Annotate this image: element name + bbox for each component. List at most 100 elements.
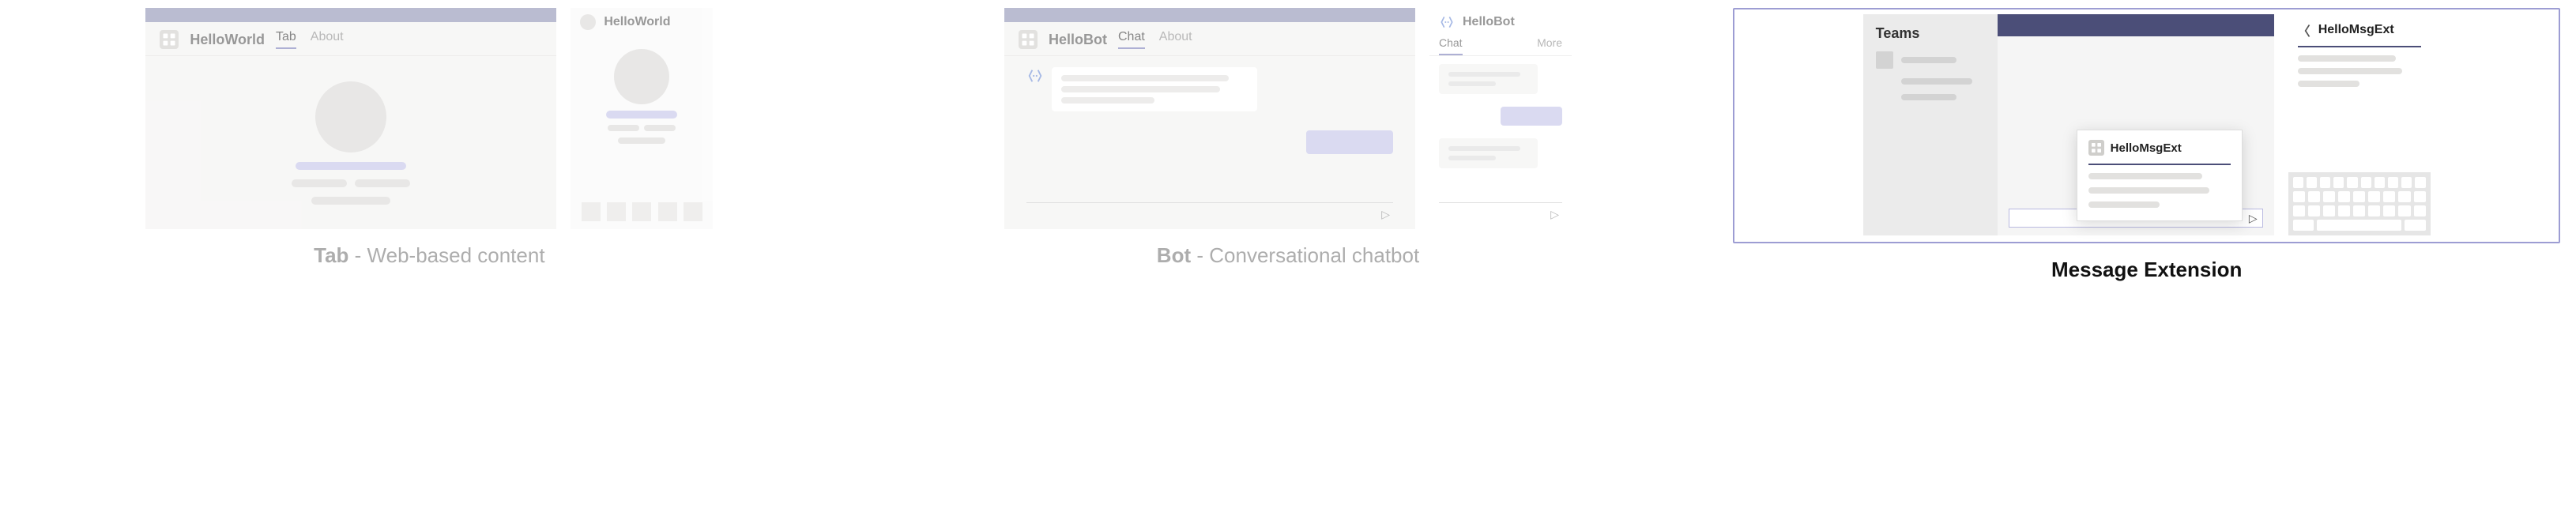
nav-item[interactable] <box>658 202 677 221</box>
card-underline <box>2088 164 2231 165</box>
app-icon <box>2088 140 2104 156</box>
bot-mobile-mock: HelloBot Chat More ▷ <box>1429 8 1572 229</box>
skeleton-line <box>311 197 390 205</box>
app-header: HelloBot Chat About <box>1004 22 1415 56</box>
skeleton-line <box>1448 72 1520 77</box>
caption-sep: - <box>1196 243 1209 267</box>
user-message <box>1306 130 1393 154</box>
card-header: HelloMsgExt <box>2088 140 2231 156</box>
channel-titlebar <box>1998 14 2274 36</box>
tab-list: Tab About <box>276 30 344 49</box>
compose-bar[interactable]: ▷ <box>1439 202 1562 221</box>
skeleton-line <box>618 137 665 144</box>
panel-bot-mocks: HelloBot Chat About <box>875 8 1702 229</box>
window-titlebar <box>145 8 556 22</box>
mobile-title: HelloBot <box>1463 15 1515 29</box>
mobile-keyboard[interactable] <box>2288 172 2431 235</box>
app-icon <box>1019 30 1038 49</box>
bot-message <box>1439 138 1538 168</box>
bot-avatar-icon <box>1026 67 1044 85</box>
mobile-header: 〈 HelloMsgExt <box>2288 14 2431 46</box>
send-icon[interactable]: ▷ <box>1381 208 1390 221</box>
back-icon[interactable]: 〈 <box>2298 21 2310 40</box>
grid-icon <box>161 32 177 47</box>
caption-rest: Conversational chatbot <box>1209 243 1419 267</box>
msgext-mobile-mock: 〈 HelloMsgExt <box>2288 14 2431 235</box>
skeleton-line <box>296 162 406 170</box>
panel-caption: Bot - Conversational chatbot <box>1157 243 1419 268</box>
tab-about[interactable]: About <box>311 30 344 49</box>
skeleton-row <box>292 179 410 187</box>
tab-about[interactable]: About <box>1159 30 1192 49</box>
team-icon <box>1876 51 1893 69</box>
grid-icon <box>2090 141 2103 154</box>
app-header: HelloWorld Tab About <box>145 22 556 56</box>
tab-chat[interactable]: Chat <box>1118 30 1145 49</box>
tab-chat[interactable]: Chat <box>1439 36 1463 55</box>
skeleton-line <box>1901 78 1972 85</box>
app-name: HelloBot <box>1049 32 1107 48</box>
skeleton-line <box>1061 75 1229 81</box>
tab-list: Chat About <box>1118 30 1192 49</box>
sidebar-item[interactable] <box>1876 51 1985 69</box>
skeleton-line <box>2088 201 2160 208</box>
skeleton-line <box>2298 55 2397 62</box>
app-icon <box>160 30 179 49</box>
card-title: HelloMsgExt <box>2111 141 2182 155</box>
bot-message <box>1439 64 1538 94</box>
panel-tab: HelloWorld Tab About HelloWorld <box>16 8 843 268</box>
caption-strong: Bot <box>1157 243 1191 267</box>
panel-caption: Message Extension <box>2051 258 2242 282</box>
nav-item[interactable] <box>582 202 601 221</box>
sidebar-title: Teams <box>1876 25 1985 42</box>
mobile-chat-body: ▷ <box>1429 56 1572 229</box>
nav-item[interactable] <box>684 202 702 221</box>
window-titlebar <box>1004 8 1415 22</box>
compose-bar[interactable]: ▷ <box>1026 202 1393 221</box>
caption-strong: Tab <box>314 243 348 267</box>
chat-body: ▷ <box>1004 56 1415 229</box>
avatar-placeholder <box>315 81 386 152</box>
skeleton-line <box>1448 81 1496 86</box>
panel-msgext-mocks: Teams ▷ HelloMsg <box>1733 8 2560 243</box>
bottom-nav <box>580 202 703 221</box>
avatar-placeholder <box>614 49 669 104</box>
nav-item[interactable] <box>632 202 651 221</box>
tab-desktop-mock: HelloWorld Tab About <box>145 8 556 229</box>
send-icon[interactable]: ▷ <box>1550 208 1559 221</box>
skeleton-line <box>1901 94 1956 100</box>
panel-bot: HelloBot Chat About <box>875 8 1702 268</box>
skeleton-line <box>355 179 410 187</box>
skeleton-line <box>2298 81 2359 87</box>
panel-tab-mocks: HelloWorld Tab About HelloWorld <box>16 8 843 229</box>
skeleton-line <box>292 179 347 187</box>
mobile-title: HelloWorld <box>604 15 670 29</box>
skeleton-line <box>1061 86 1220 92</box>
tab-more[interactable]: More <box>1537 36 1562 55</box>
tab-tab[interactable]: Tab <box>276 30 296 49</box>
avatar-icon <box>580 14 596 30</box>
skeleton-line <box>2298 68 2403 74</box>
skeleton-line <box>608 125 639 131</box>
user-message-row <box>1026 130 1393 154</box>
mobile-body <box>2288 47 2431 172</box>
skeleton-line <box>1061 97 1154 104</box>
skeleton-line <box>1448 156 1496 160</box>
nav-item[interactable] <box>607 202 626 221</box>
bot-avatar-icon <box>1439 14 1455 30</box>
skeleton-line <box>2088 173 2202 179</box>
msgext-desktop-mock: Teams ▷ HelloMsg <box>1863 14 2274 235</box>
mobile-header: HelloBot <box>1429 8 1572 36</box>
app-name: HelloWorld <box>190 32 265 48</box>
panel-message-extension: Teams ▷ HelloMsg <box>1733 8 2560 282</box>
panel-caption: Tab - Web-based content <box>314 243 544 268</box>
skeleton-line <box>606 111 677 119</box>
send-icon[interactable]: ▷ <box>2249 212 2258 225</box>
skeleton-row <box>608 125 676 131</box>
mobile-body <box>571 36 713 229</box>
teams-sidebar: Teams <box>1863 14 1998 235</box>
grid-icon <box>1020 32 1036 47</box>
skeleton-line <box>1901 57 1956 63</box>
extension-card: HelloMsgExt <box>2077 130 2243 221</box>
tab-mobile-mock: HelloWorld <box>571 8 713 229</box>
